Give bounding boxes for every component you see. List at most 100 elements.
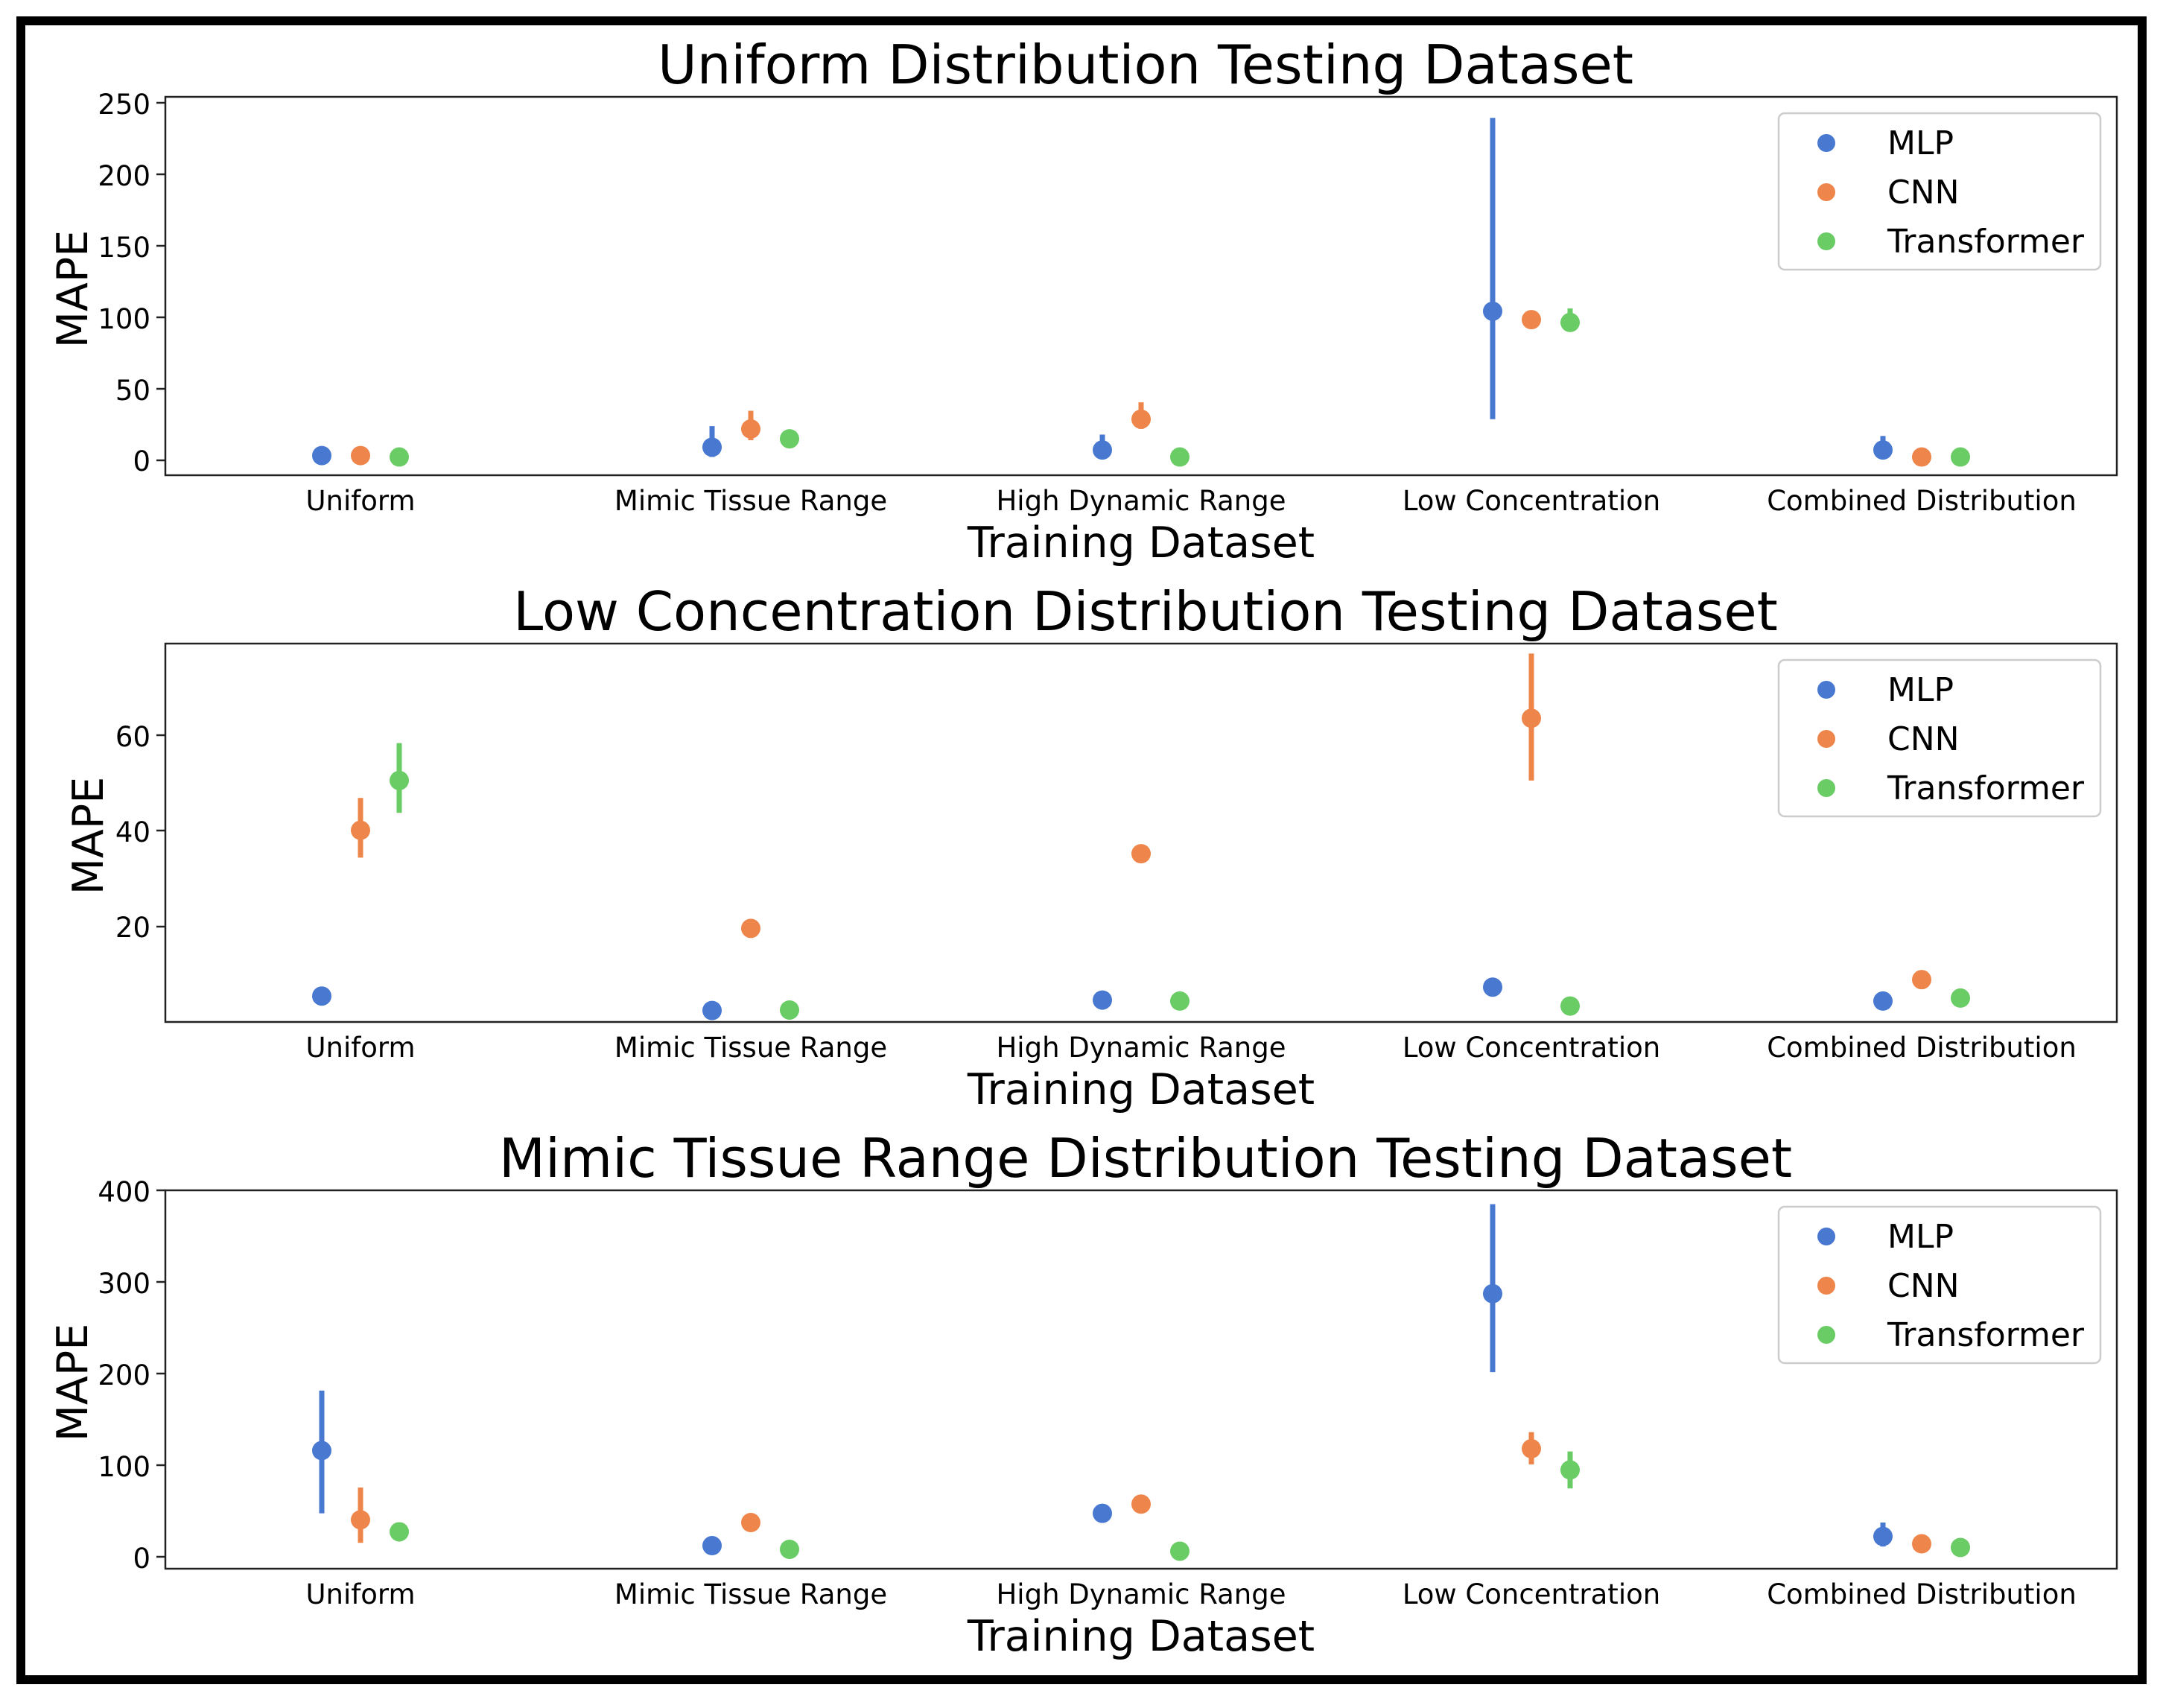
panel-1-y-axis-label: MAPE: [48, 230, 98, 349]
panel-3-legend: MLP CNN Transformer: [1777, 1205, 2102, 1365]
panel-3-xtick: High Dynamic Range: [996, 1578, 1286, 1610]
panel-3-y-axis-label: MAPE: [48, 1324, 98, 1442]
panel-1-marks: [312, 118, 1970, 467]
panel-1-legend-label-mlp: MLP: [1887, 124, 1954, 162]
panel-2-xtick: Uniform: [305, 1032, 415, 1064]
panel-1-legend-marker-mlp: [1817, 134, 1835, 152]
panel-3-xtick: Mimic Tissue Range: [614, 1578, 887, 1610]
point-mlp-3: [1093, 990, 1112, 1010]
panel-1-legend-box: [1777, 112, 2102, 271]
point-cnn-4: [1522, 1438, 1541, 1458]
point-cnn-5: [1912, 1534, 1931, 1554]
panel-2-xtick: High Dynamic Range: [996, 1032, 1286, 1064]
figure-frame: [16, 16, 2147, 1684]
point-transformer-5: [1951, 447, 1970, 467]
point-mlp-2: [702, 1536, 722, 1556]
point-mlp-2: [702, 437, 722, 457]
point-cnn-1: [351, 445, 370, 466]
panel-1: Uniform Distribution Testing Dataset 0 5…: [48, 34, 2118, 568]
panel-1-xtick: Uniform: [305, 485, 415, 517]
panel-2-x-ticks: Uniform Mimic Tissue Range High Dynamic …: [305, 1032, 2076, 1064]
panel-1-legend-label-transformer: Transformer: [1887, 223, 2085, 261]
panel-2-legend-label-mlp: MLP: [1887, 671, 1954, 709]
panel-2-legend-label-transformer: Transformer: [1887, 769, 2085, 807]
point-mlp-1: [312, 986, 331, 1006]
point-mlp-4: [1483, 977, 1502, 997]
point-transformer-4: [1560, 996, 1580, 1016]
point-cnn-2: [741, 918, 760, 939]
panel-2-legend-marker-transformer: [1817, 779, 1835, 797]
panel-1-xtick: Low Concentration: [1403, 485, 1660, 517]
panel-3-title: Mimic Tissue Range Distribution Testing …: [499, 1127, 1792, 1190]
panel-2-legend-marker-mlp: [1817, 681, 1835, 699]
panel-3-xtick: Combined Distribution: [1767, 1578, 2077, 1610]
point-mlp-1: [312, 445, 331, 466]
point-transformer-2: [780, 1000, 799, 1020]
panel-1-x-axis-label: Training Dataset: [967, 518, 1315, 568]
panel-1-ytick: 250: [98, 89, 150, 121]
panel-1-ytick: 100: [98, 303, 150, 335]
point-transformer-5: [1951, 1537, 1970, 1558]
panel-2-y-axis-label: MAPE: [64, 777, 113, 895]
point-mlp-2: [702, 1000, 722, 1020]
panel-1-legend-marker-transformer: [1817, 232, 1835, 250]
panel-1-ytick: 50: [115, 375, 150, 407]
point-cnn-3: [1131, 1494, 1151, 1514]
panel-2-marks: [312, 653, 1970, 1020]
panel-1-legend-label-cnn: CNN: [1887, 174, 1960, 212]
panel-3-legend-label-mlp: MLP: [1887, 1218, 1954, 1256]
panel-3-marks: [312, 1204, 1970, 1561]
panel-3-x-axis-label: Training Dataset: [967, 1612, 1315, 1661]
panel-2-xtick: Combined Distribution: [1767, 1032, 2077, 1064]
point-cnn-3: [1131, 409, 1151, 429]
panel-2-legend-box: [1777, 658, 2102, 818]
point-mlp-3: [1093, 1503, 1112, 1523]
panel-3-ytick: 100: [98, 1451, 150, 1483]
panel-3-legend-marker-cnn: [1817, 1277, 1835, 1295]
point-transformer-1: [390, 447, 409, 467]
point-mlp-5: [1873, 991, 1893, 1011]
point-cnn-4: [1522, 708, 1541, 728]
panel-3-x-ticks: Uniform Mimic Tissue Range High Dynamic …: [305, 1578, 2076, 1610]
panel-2-ytick: 20: [115, 912, 150, 944]
panel-3-ytick: 300: [98, 1268, 150, 1300]
point-mlp-5: [1873, 440, 1893, 460]
panel-1-x-ticks: Uniform Mimic Tissue Range High Dynamic …: [305, 485, 2076, 517]
panel-1-ytick: 0: [133, 445, 150, 477]
panel-3-legend-marker-mlp: [1817, 1228, 1835, 1245]
panel-2-y-ticks: 20 40 60: [115, 721, 165, 944]
point-cnn-2: [741, 1513, 760, 1533]
point-transformer-2: [780, 429, 799, 449]
panel-2-legend-label-cnn: CNN: [1887, 720, 1960, 758]
point-mlp-3: [1093, 440, 1112, 460]
panel-3-xtick: Uniform: [305, 1578, 415, 1610]
point-transformer-4: [1560, 1460, 1580, 1480]
panel-1-title: Uniform Distribution Testing Dataset: [658, 34, 1633, 96]
panel-1-y-ticks: 0 50 100 150 200 250: [98, 89, 165, 477]
panel-2-plot-area: [164, 642, 2118, 1023]
point-transformer-3: [1170, 1541, 1190, 1561]
panel-2-xtick: Low Concentration: [1403, 1032, 1660, 1064]
panel-1-ytick: 200: [98, 160, 150, 192]
panel-2-legend: MLP CNN Transformer: [1777, 658, 2102, 818]
panel-2: Low Concentration Distribution Testing D…: [64, 580, 2118, 1114]
panel-3-xtick: Low Concentration: [1403, 1578, 1660, 1610]
point-cnn-1: [351, 820, 370, 840]
panel-3-y-ticks: 0 100 200 300 400: [98, 1176, 165, 1575]
panel-3-plot-area: [164, 1189, 2118, 1570]
point-mlp-1: [312, 1441, 331, 1461]
panel-2-legend-marker-cnn: [1817, 730, 1835, 748]
panel-1-plot-area: [164, 95, 2118, 477]
point-transformer-2: [780, 1539, 799, 1559]
point-mlp-4: [1483, 301, 1502, 321]
panel-3-legend-label-transformer: Transformer: [1887, 1316, 2085, 1354]
panel-1-legend-marker-cnn: [1817, 183, 1835, 201]
panel-1-xtick: Combined Distribution: [1767, 485, 2077, 517]
panel-3-ytick: 400: [98, 1176, 150, 1208]
point-transformer-1: [390, 1522, 409, 1542]
panel-3: Mimic Tissue Range Distribution Testing …: [48, 1127, 2118, 1661]
point-mlp-4: [1483, 1283, 1502, 1304]
point-transformer-3: [1170, 991, 1190, 1011]
point-cnn-5: [1912, 447, 1931, 467]
